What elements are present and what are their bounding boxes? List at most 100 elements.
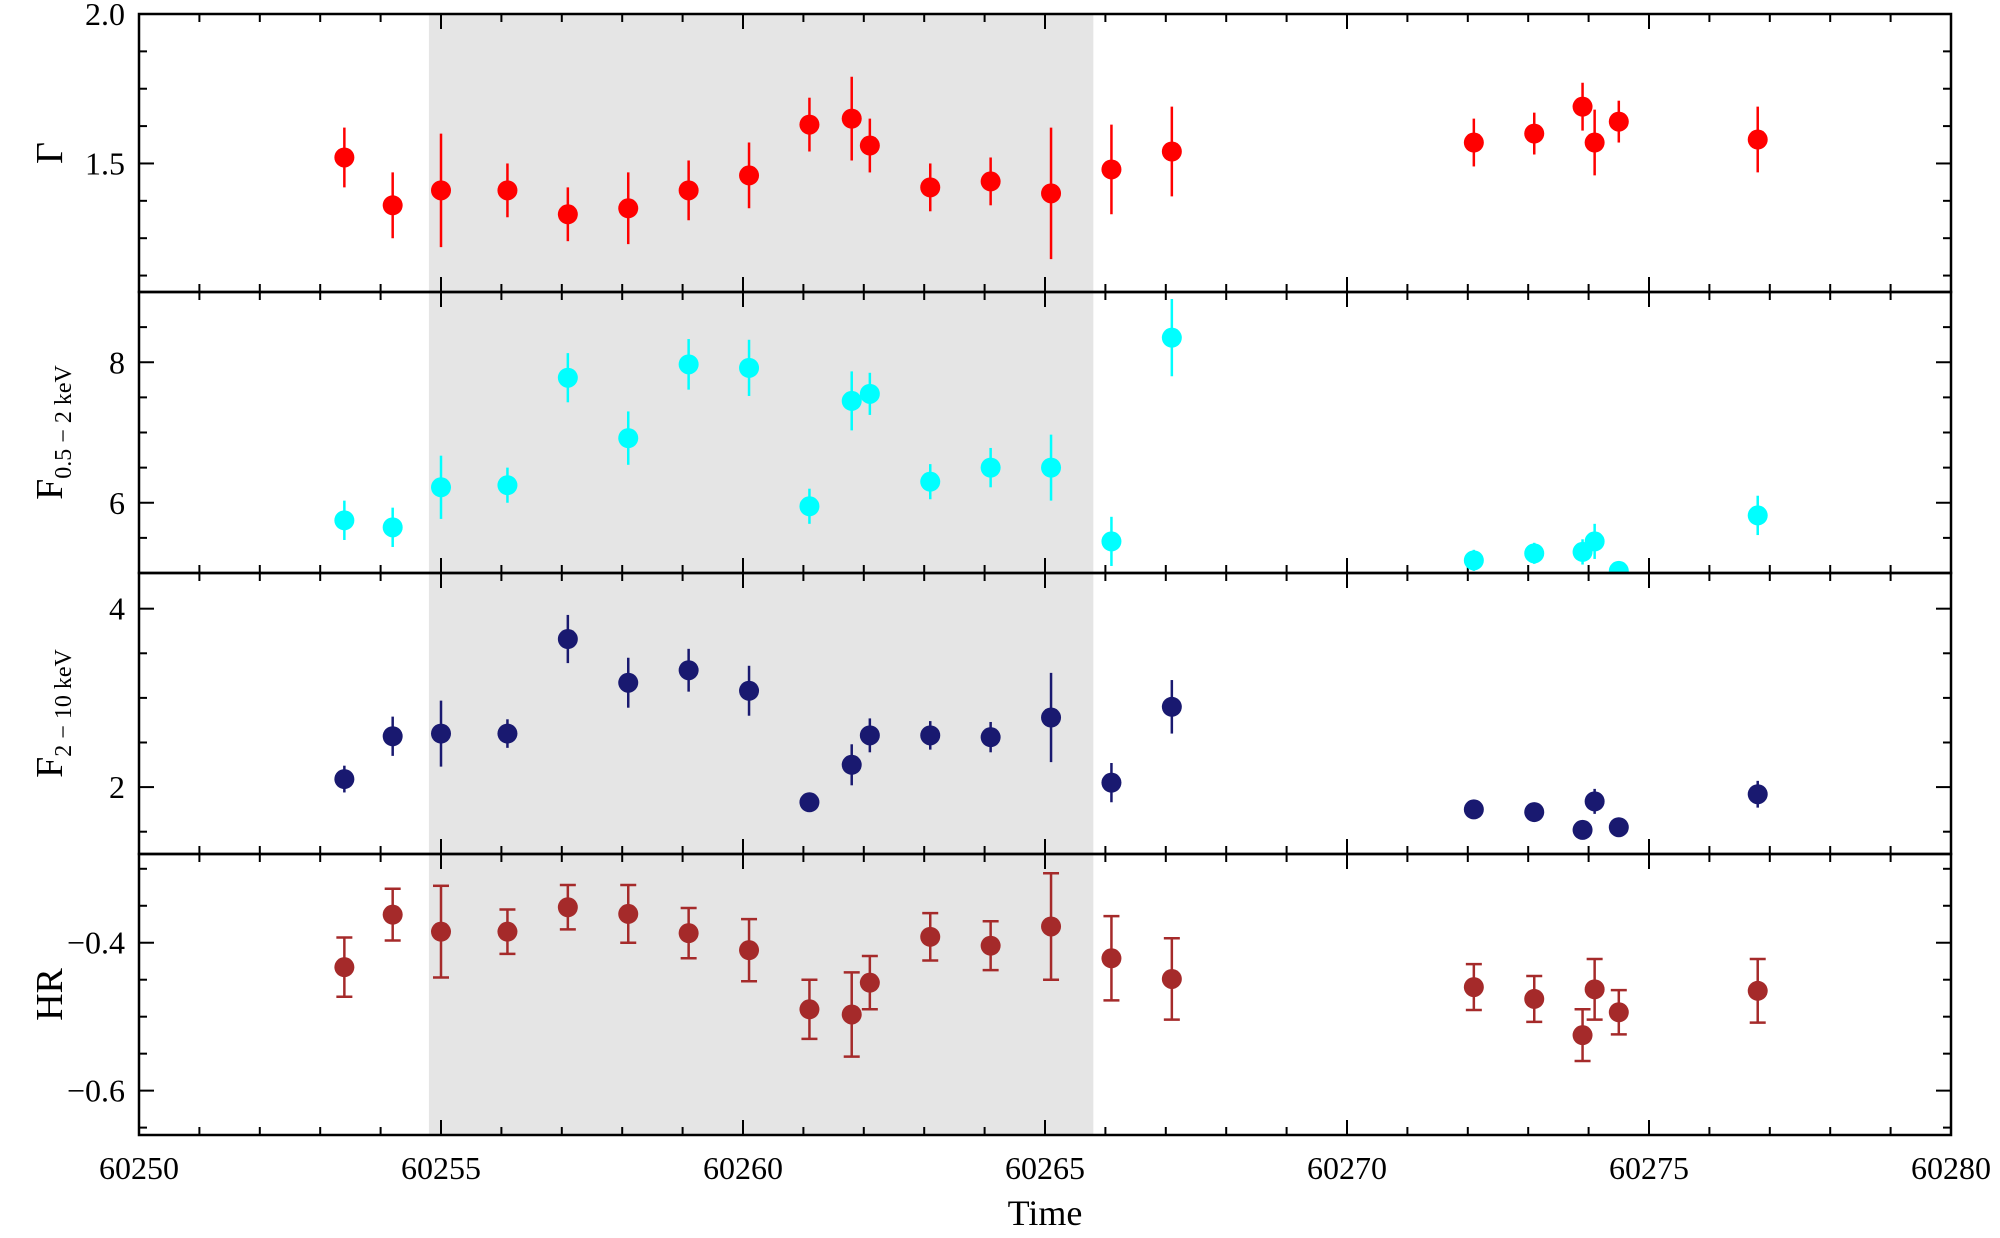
data-point-hr-20 (1608, 1002, 1629, 1023)
data-point-gamma-14 (1101, 159, 1122, 180)
data-point-flux_soft-3 (497, 475, 518, 496)
data-point-flux_hard-0 (334, 769, 355, 790)
data-point-hr-6 (678, 923, 699, 944)
data-point-hr-10 (859, 972, 880, 993)
data-point-gamma-13 (1041, 183, 1062, 204)
data-point-gamma-20 (1608, 111, 1629, 132)
data-point-flux_hard-14 (1101, 772, 1122, 793)
series-flux_soft (334, 299, 1768, 573)
data-point-flux_hard-9 (841, 754, 862, 775)
x-tick-label-6: 60280 (1911, 1150, 1991, 1186)
series-hr (334, 871, 1768, 1063)
data-point-flux_soft-6 (678, 354, 699, 375)
data-point-hr-4 (557, 897, 578, 918)
data-point-gamma-10 (859, 135, 880, 156)
data-point-hr-15 (1161, 968, 1182, 989)
data-point-flux_hard-13 (1041, 707, 1062, 728)
data-point-flux_hard-4 (557, 629, 578, 650)
data-point-hr-14 (1101, 948, 1122, 969)
data-point-hr-11 (920, 926, 941, 947)
data-point-hr-5 (618, 903, 639, 924)
x-tick-label-5: 60275 (1609, 1150, 1689, 1186)
data-point-gamma-1 (382, 195, 403, 216)
tick-layer (138, 13, 1952, 1135)
y-tick-label-gamma-1: 2.0 (85, 0, 125, 32)
data-point-flux_hard-7 (739, 680, 760, 701)
y-axis-label-flux_soft: F0.5 − 2 keV (29, 365, 77, 500)
data-point-flux_soft-8 (799, 496, 820, 517)
data-point-hr-17 (1524, 988, 1545, 1009)
data-point-flux_hard-10 (859, 725, 880, 746)
data-point-flux_hard-15 (1161, 696, 1182, 717)
data-point-flux_hard-12 (980, 727, 1001, 748)
data-layer (334, 76, 1768, 1063)
x-tick-label-0: 60250 (99, 1150, 179, 1186)
data-point-hr-13 (1041, 916, 1062, 937)
data-point-hr-2 (431, 921, 451, 942)
data-point-gamma-4 (557, 204, 578, 225)
x-tick-label-3: 60265 (1005, 1150, 1085, 1186)
data-point-flux_soft-19 (1584, 531, 1605, 552)
x-tick-label-1: 60255 (401, 1150, 481, 1186)
data-point-gamma-8 (799, 114, 820, 135)
data-point-gamma-21 (1747, 129, 1768, 150)
data-point-gamma-17 (1524, 123, 1545, 144)
data-point-flux_hard-20 (1608, 817, 1629, 838)
y-axis-label-hr: HR (29, 967, 71, 1020)
data-point-gamma-11 (920, 177, 941, 198)
data-point-flux_hard-1 (382, 726, 403, 747)
x-tick-label-4: 60270 (1307, 1150, 1387, 1186)
data-point-hr-9 (841, 1004, 862, 1025)
y-tick-label-hr-0: −0.6 (67, 1073, 125, 1109)
series-flux_hard (334, 614, 1768, 840)
data-point-flux_soft-11 (920, 471, 941, 492)
data-point-gamma-3 (497, 180, 518, 201)
x-tick-label-2: 60260 (703, 1150, 783, 1186)
data-point-flux_hard-6 (678, 660, 699, 681)
data-point-flux_hard-8 (799, 792, 820, 813)
y-tick-label-flux_hard-0: 2 (109, 769, 125, 805)
data-point-hr-21 (1747, 980, 1768, 1001)
data-point-gamma-7 (739, 165, 760, 186)
data-point-flux_hard-16 (1463, 799, 1484, 820)
frame-layer (137, 12, 1953, 1137)
data-point-hr-18 (1572, 1025, 1593, 1046)
data-point-gamma-16 (1463, 132, 1484, 153)
data-point-flux_hard-21 (1747, 784, 1768, 805)
data-point-gamma-5 (618, 198, 639, 219)
y-axis-label-flux_hard: F2 − 10 keV (29, 649, 77, 778)
y-axis-label-sub-flux_hard: 2 − 10 keV (51, 649, 77, 757)
data-point-hr-0 (334, 957, 355, 978)
x-axis-title: Time (1008, 1193, 1083, 1233)
data-point-flux_soft-0 (334, 510, 355, 531)
data-point-flux_soft-17 (1524, 543, 1545, 564)
y-tick-label-flux_soft-1: 8 (109, 344, 125, 380)
data-point-gamma-15 (1161, 141, 1182, 162)
data-point-flux_hard-2 (431, 723, 451, 744)
data-point-flux_soft-15 (1161, 327, 1182, 348)
data-point-flux_soft-12 (980, 457, 1001, 478)
data-point-flux_soft-9 (841, 390, 862, 411)
data-point-flux_hard-3 (497, 723, 518, 744)
data-point-flux_hard-17 (1524, 802, 1545, 823)
data-point-gamma-19 (1584, 132, 1605, 153)
y-axis-label-gamma: Γ (29, 142, 71, 164)
data-point-flux_soft-16 (1463, 550, 1484, 571)
y-tick-label-hr-1: −0.4 (67, 925, 125, 961)
data-point-gamma-12 (980, 171, 1001, 192)
y-axis-label-sub-flux_soft: 0.5 − 2 keV (51, 365, 77, 479)
data-point-hr-7 (739, 940, 760, 961)
data-point-gamma-6 (678, 180, 699, 201)
data-point-hr-16 (1463, 977, 1484, 998)
y-tick-label-gamma-0: 1.5 (85, 145, 125, 181)
data-point-hr-3 (497, 921, 518, 942)
data-point-hr-19 (1584, 979, 1605, 1000)
data-point-gamma-18 (1572, 96, 1593, 117)
data-point-flux_soft-14 (1101, 531, 1122, 552)
data-point-flux_soft-20 (1608, 560, 1629, 573)
data-point-flux_soft-21 (1747, 505, 1768, 526)
data-point-flux_soft-10 (859, 383, 880, 404)
data-point-flux_hard-19 (1584, 791, 1605, 812)
